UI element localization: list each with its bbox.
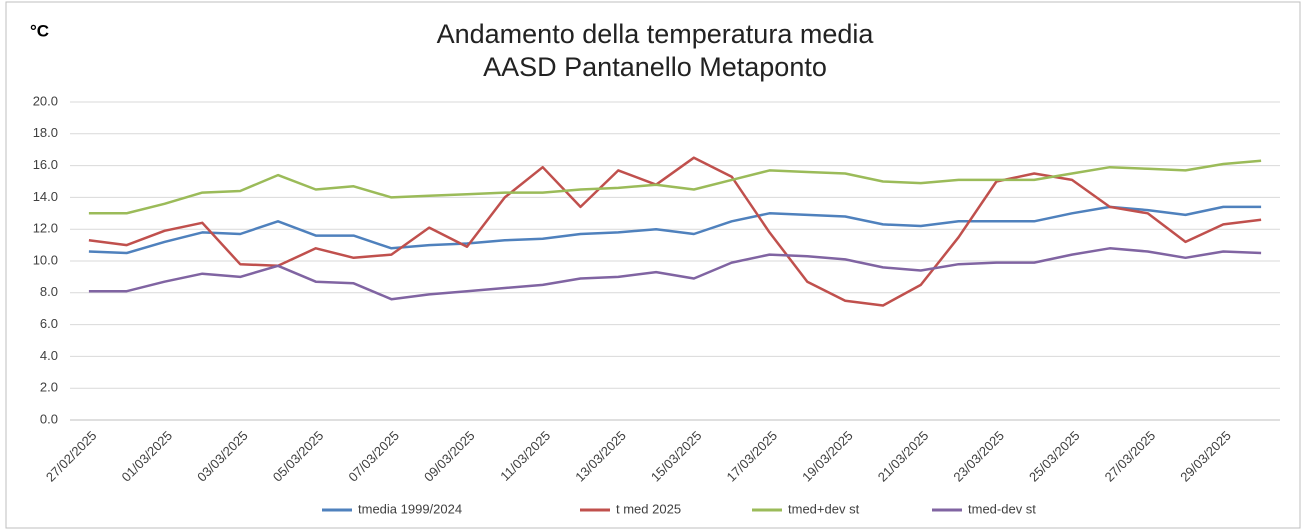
series-line (88, 156, 1262, 307)
series-line (88, 247, 1262, 301)
y-tick-label: 4.0 (40, 348, 58, 363)
series-line (88, 159, 1262, 215)
chart-title: AASD Pantanello Metaponto (483, 52, 827, 82)
y-unit: °C (30, 21, 49, 40)
y-tick-label: 8.0 (40, 284, 58, 299)
y-tick-label: 0.0 (40, 411, 58, 426)
y-tick-label: 16.0 (33, 157, 58, 172)
series-line (88, 205, 1262, 255)
legend-label: tmed+dev st (788, 501, 860, 516)
legend-label: tmedia 1999/2024 (358, 501, 462, 516)
chart-title: Andamento della temperatura media (437, 19, 875, 49)
y-tick-label: 14.0 (33, 189, 58, 204)
y-tick-label: 2.0 (40, 380, 58, 395)
legend-label: tmed-dev st (968, 501, 1036, 516)
y-tick-label: 6.0 (40, 316, 58, 331)
legend-label: t med 2025 (616, 501, 681, 516)
y-tick-label: 12.0 (33, 221, 58, 236)
y-tick-label: 20.0 (33, 93, 58, 108)
y-tick-label: 18.0 (33, 125, 58, 140)
y-tick-label: 10.0 (33, 252, 58, 267)
chart-frame (5, 1, 1301, 529)
